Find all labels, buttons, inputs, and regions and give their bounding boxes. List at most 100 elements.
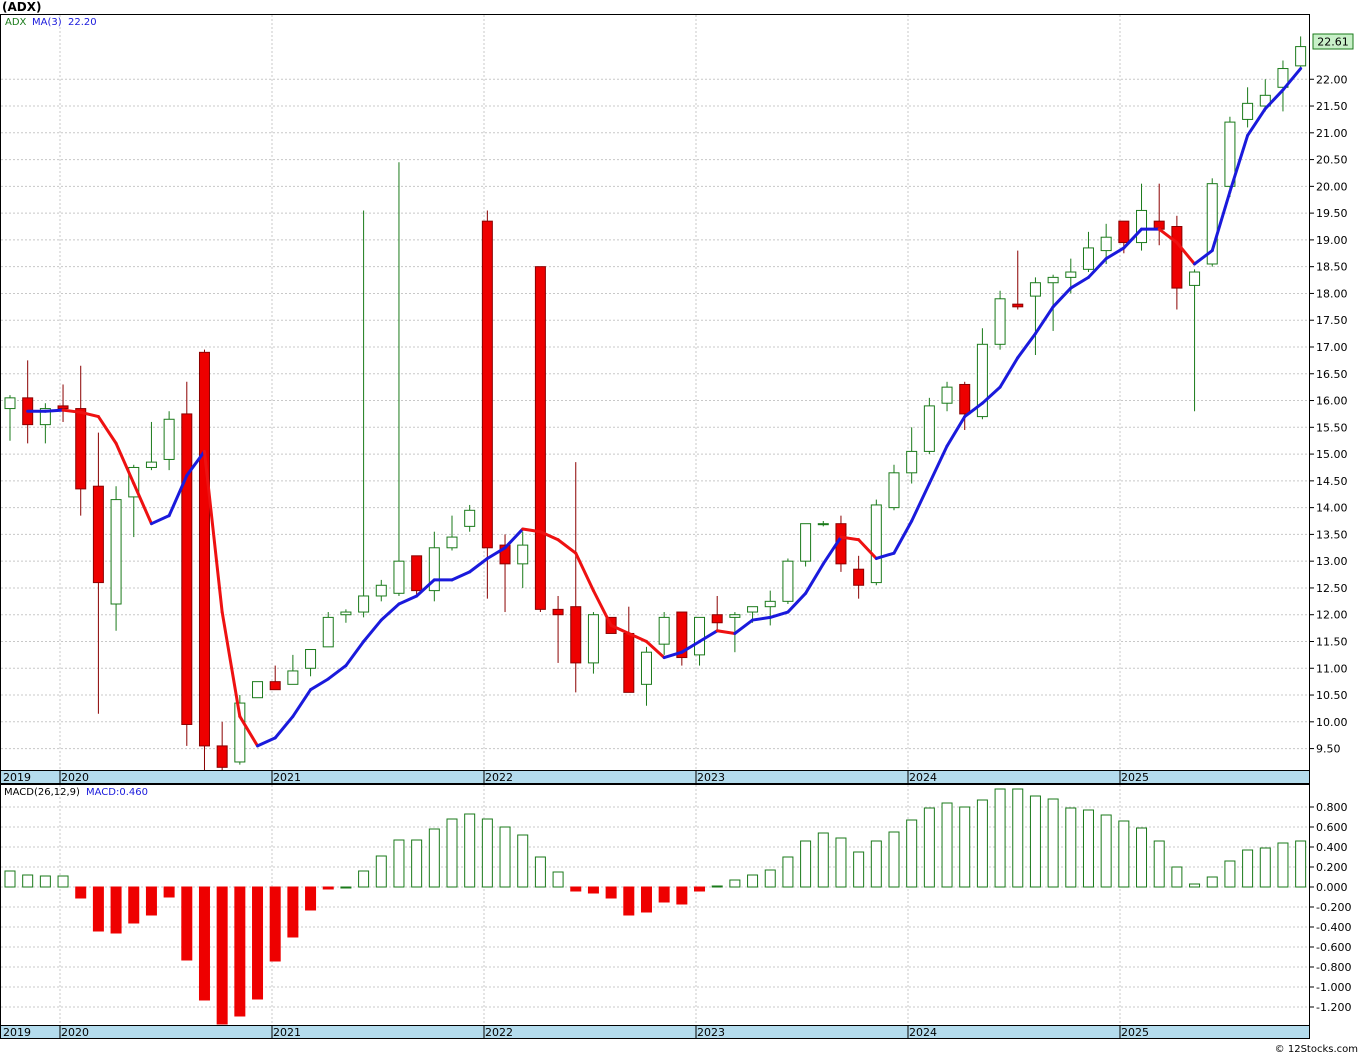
candle	[1029, 277, 1041, 356]
macd-bar-positive	[428, 828, 440, 888]
macd-tick-label: -1.000	[1316, 981, 1351, 994]
macd-bar-positive	[446, 818, 458, 888]
candle-body-up	[358, 595, 370, 613]
macd-bar-positive	[1189, 883, 1201, 888]
macd-bar-negative	[128, 886, 140, 924]
ma-segment	[185, 449, 206, 477]
macd-bar-positive	[1082, 809, 1094, 888]
macd-bar-negative	[234, 886, 246, 1017]
candle	[517, 531, 529, 588]
candle-body-up	[976, 343, 988, 418]
macd-bar-negative	[252, 886, 264, 1000]
candle-body-up	[163, 418, 175, 460]
ma-segment	[786, 591, 808, 614]
ma-segment	[1210, 190, 1232, 253]
candle	[711, 595, 723, 631]
macd-year-label: 2020	[61, 1026, 89, 1039]
macd-x-axis: 2019 2020 2021 2022 2023 2024 2025	[3, 1026, 1149, 1039]
candle	[570, 462, 582, 693]
macd-bar-negative	[269, 886, 281, 962]
candle-body-up	[782, 560, 794, 602]
ma-segment	[1051, 286, 1073, 309]
ma-segment	[1246, 107, 1267, 137]
ma-segment	[344, 639, 366, 668]
candle	[1047, 274, 1059, 331]
candle-body-up	[234, 702, 246, 763]
price-tick-label: 11.50	[1316, 635, 1348, 648]
candle	[145, 421, 157, 471]
ma-segment	[1193, 249, 1214, 266]
price-tick-label: 22.00	[1316, 73, 1348, 86]
candle-body-down	[92, 485, 104, 584]
macd-bar-positive	[800, 840, 812, 888]
candle	[57, 384, 69, 422]
macd-bar-positive	[729, 879, 741, 888]
ma-segment	[149, 514, 171, 526]
ma-segment	[1263, 88, 1285, 111]
candle-body-up	[587, 614, 599, 664]
macd-tick-label: 0.800	[1316, 801, 1348, 814]
price-tick-label: 20.50	[1316, 154, 1348, 167]
candle	[110, 486, 122, 631]
candle	[782, 558, 794, 605]
candle-body-up	[1065, 271, 1077, 278]
candle	[1295, 36, 1307, 69]
candle	[1012, 250, 1024, 310]
macd-bars	[4, 788, 1307, 1025]
ma-segment	[503, 527, 525, 550]
ma-segment	[980, 385, 1002, 405]
macd-bar-positive	[923, 807, 935, 888]
candle	[375, 579, 387, 602]
macd-bar-positive	[1100, 814, 1112, 888]
macd-bar-positive	[499, 826, 511, 888]
ma-segment	[1157, 227, 1179, 245]
price-year-label: 2019	[3, 771, 31, 784]
macd-bar-positive	[870, 840, 882, 888]
candle	[817, 521, 829, 527]
candle-body-up	[1136, 209, 1148, 244]
candle-body-down	[570, 606, 582, 664]
candle-body-down	[75, 408, 87, 490]
macd-year-label: 2025	[1121, 1026, 1149, 1039]
macd-bar-positive	[1224, 860, 1236, 888]
ma-segment	[1175, 241, 1197, 266]
candle	[870, 499, 882, 586]
ma-segment	[326, 664, 348, 681]
price-tick-label: 10.50	[1316, 689, 1348, 702]
candle	[269, 665, 281, 691]
macd-bar-negative	[623, 886, 635, 916]
ma-segment	[397, 594, 419, 606]
candle	[853, 555, 865, 599]
macd-bar-negative	[145, 886, 157, 916]
candle	[198, 349, 210, 770]
candle	[358, 210, 370, 618]
macd-bar-positive	[375, 855, 387, 888]
candle-body-up	[1224, 121, 1236, 187]
candle-body-up	[375, 584, 387, 597]
price-tick-label: 15.00	[1316, 448, 1348, 461]
macd-bar-positive	[853, 851, 865, 888]
macd-bar-positive	[906, 819, 918, 888]
macd-bar-positive	[941, 802, 953, 888]
price-year-label: 2025	[1121, 771, 1149, 784]
price-tick-label: 16.00	[1316, 395, 1348, 408]
macd-bar-positive	[711, 885, 723, 888]
candle-body-up	[340, 611, 352, 616]
macd-bar-positive	[782, 856, 794, 888]
ma-segment	[43, 408, 65, 413]
macd-bar-positive	[994, 788, 1006, 888]
price-tick-label: 12.00	[1316, 609, 1348, 622]
macd-bar-positive	[1012, 788, 1024, 888]
ma-segment	[998, 356, 1020, 389]
ma-segment	[556, 538, 578, 555]
candle	[181, 381, 193, 746]
ma-segment	[1016, 332, 1037, 360]
candle	[340, 609, 352, 623]
candle	[676, 611, 688, 666]
candle-body-up	[1029, 282, 1041, 297]
candle	[322, 612, 334, 648]
ma-segment	[963, 401, 984, 419]
ma-segment	[238, 714, 260, 748]
macd-bar-positive	[1118, 820, 1130, 888]
macd-bar-positive	[39, 875, 51, 888]
